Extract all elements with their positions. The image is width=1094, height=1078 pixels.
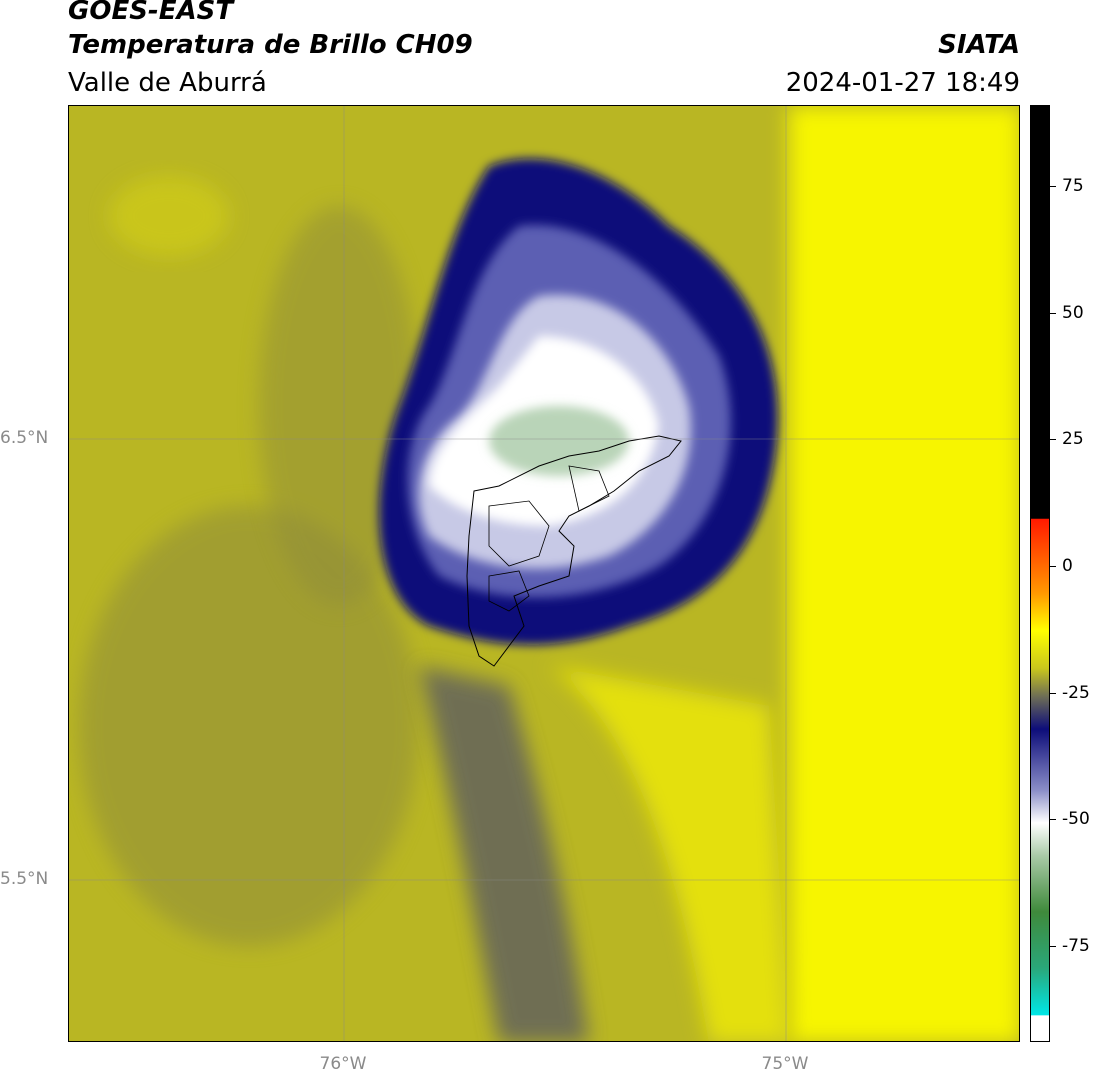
colorbar-tick-label: -75 [1062,935,1090,956]
trailing-band-south [419,666,589,1041]
colorbar-tick [1050,565,1056,567]
colorbar-tick-label: 75 [1062,176,1084,197]
product-title: Temperatura de Brillo CH09 [68,30,473,60]
colorbar-tick [1050,692,1056,694]
satellite-title: GOES-EAST [68,0,234,26]
lat-label-6-5n: 6.5°N [0,428,49,448]
colorbar-tick [1050,439,1056,441]
colorbar-gradient [1031,106,1049,1041]
colorbar-tick-label: 0 [1062,555,1073,576]
map-canvas [69,106,1019,1041]
colorbar-tick-label: -25 [1062,682,1090,703]
colorbar-tick [1050,312,1056,314]
warm-yellow-east [789,106,1019,1041]
colorbar-tick-label: -50 [1062,809,1090,830]
municipality-outline [568,465,610,512]
colorbar-tick [1050,186,1056,188]
warm-patch-north [109,176,229,256]
colorbar-tick [1050,945,1056,947]
colorbar [1030,105,1050,1042]
lon-label-75w: 75°W [761,1054,809,1074]
colorbar-ramp [1031,106,1049,1041]
colorbar-tick-label: 25 [1062,429,1084,450]
datetime-label: 2024-01-27 18:49 [785,68,1020,98]
lon-label-76w: 76°W [319,1054,367,1074]
cool-patch-west [79,506,419,946]
lat-label-5-5n: 5.5°N [0,869,49,889]
coldest-core [489,406,629,476]
cool-patch-northwest [259,206,419,606]
municipality-outline [488,570,530,612]
valle-aburra-boundary [466,435,682,667]
municipality-outline [488,500,550,567]
brightness-temperature-map [68,105,1020,1042]
colorbar-tick [1050,819,1056,821]
colorbar-tick-label: 50 [1062,302,1084,323]
warm-yellow-south [549,666,789,1041]
org-label: SIATA [938,30,1020,60]
region-label: Valle de Aburrá [68,68,267,98]
